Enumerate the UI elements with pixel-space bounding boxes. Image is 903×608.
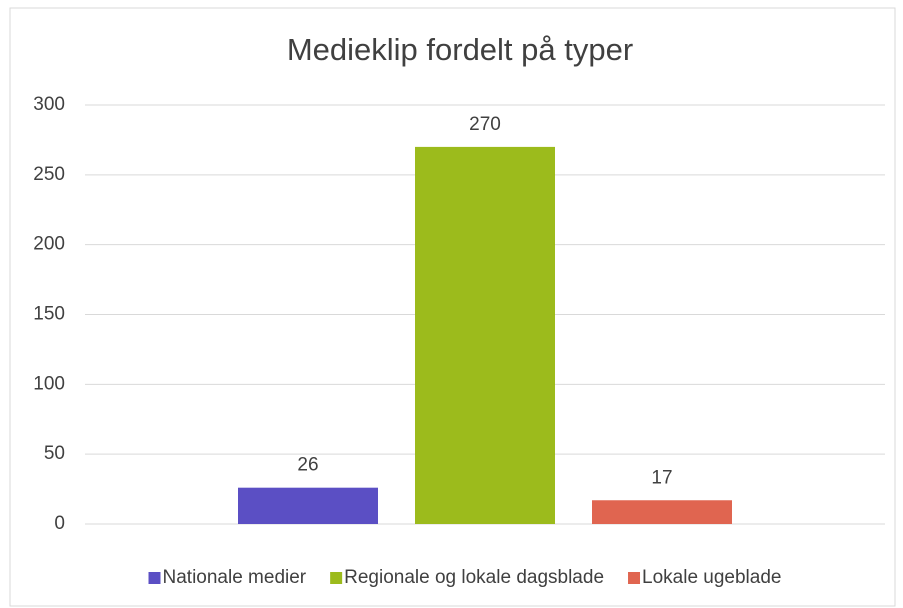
data-label: 17	[651, 467, 672, 488]
legend-swatch	[148, 572, 161, 584]
bar	[415, 146, 555, 524]
legend-swatch	[330, 572, 343, 584]
y-tick-label: 100	[33, 373, 65, 394]
legend-label: Lokale ugeblade	[642, 567, 781, 588]
y-tick-label: 50	[44, 443, 65, 464]
legend-label: Nationale medier	[163, 567, 307, 588]
legend-swatch	[628, 572, 641, 584]
y-tick-label: 250	[33, 164, 65, 185]
chart-title: Medieklip fordelt på typer	[287, 32, 633, 67]
y-tick-label: 150	[33, 304, 65, 325]
legend-label: Regionale og lokale dagsblade	[344, 567, 604, 588]
bar	[592, 500, 732, 524]
y-tick-label: 300	[33, 94, 65, 115]
data-label: 26	[297, 455, 318, 476]
data-label: 270	[469, 114, 501, 135]
y-tick-label: 0	[54, 513, 65, 534]
y-tick-label: 200	[33, 234, 65, 255]
bar	[238, 487, 378, 524]
